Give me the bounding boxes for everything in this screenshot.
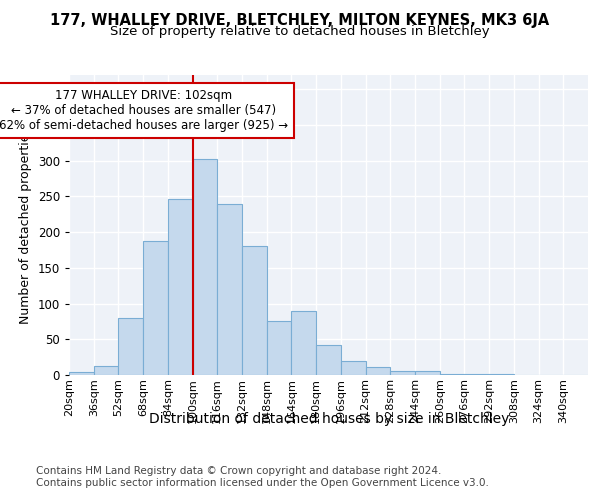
Bar xyxy=(118,318,143,375)
Bar xyxy=(242,246,267,375)
Text: Contains HM Land Registry data © Crown copyright and database right 2024.: Contains HM Land Registry data © Crown c… xyxy=(36,466,442,476)
Bar xyxy=(316,345,341,375)
Text: Size of property relative to detached houses in Bletchley: Size of property relative to detached ho… xyxy=(110,25,490,38)
Bar xyxy=(341,360,365,375)
Text: 177, WHALLEY DRIVE, BLETCHLEY, MILTON KEYNES, MK3 6JA: 177, WHALLEY DRIVE, BLETCHLEY, MILTON KE… xyxy=(50,12,550,28)
Bar xyxy=(440,374,464,375)
Bar xyxy=(168,200,193,375)
Bar xyxy=(143,242,168,375)
Bar xyxy=(217,204,242,375)
Bar xyxy=(69,372,94,375)
Bar xyxy=(193,160,217,375)
Bar xyxy=(390,372,415,375)
Bar xyxy=(489,374,514,375)
Bar xyxy=(365,367,390,375)
Text: Distribution of detached houses by size in Bletchley: Distribution of detached houses by size … xyxy=(149,412,509,426)
Bar xyxy=(464,374,489,375)
Bar xyxy=(267,322,292,375)
Bar xyxy=(415,372,440,375)
Text: 177 WHALLEY DRIVE: 102sqm
← 37% of detached houses are smaller (547)
62% of semi: 177 WHALLEY DRIVE: 102sqm ← 37% of detac… xyxy=(0,89,288,132)
Bar xyxy=(94,366,118,375)
Y-axis label: Number of detached properties: Number of detached properties xyxy=(19,126,32,324)
Bar xyxy=(292,310,316,375)
Text: Contains public sector information licensed under the Open Government Licence v3: Contains public sector information licen… xyxy=(36,478,489,488)
